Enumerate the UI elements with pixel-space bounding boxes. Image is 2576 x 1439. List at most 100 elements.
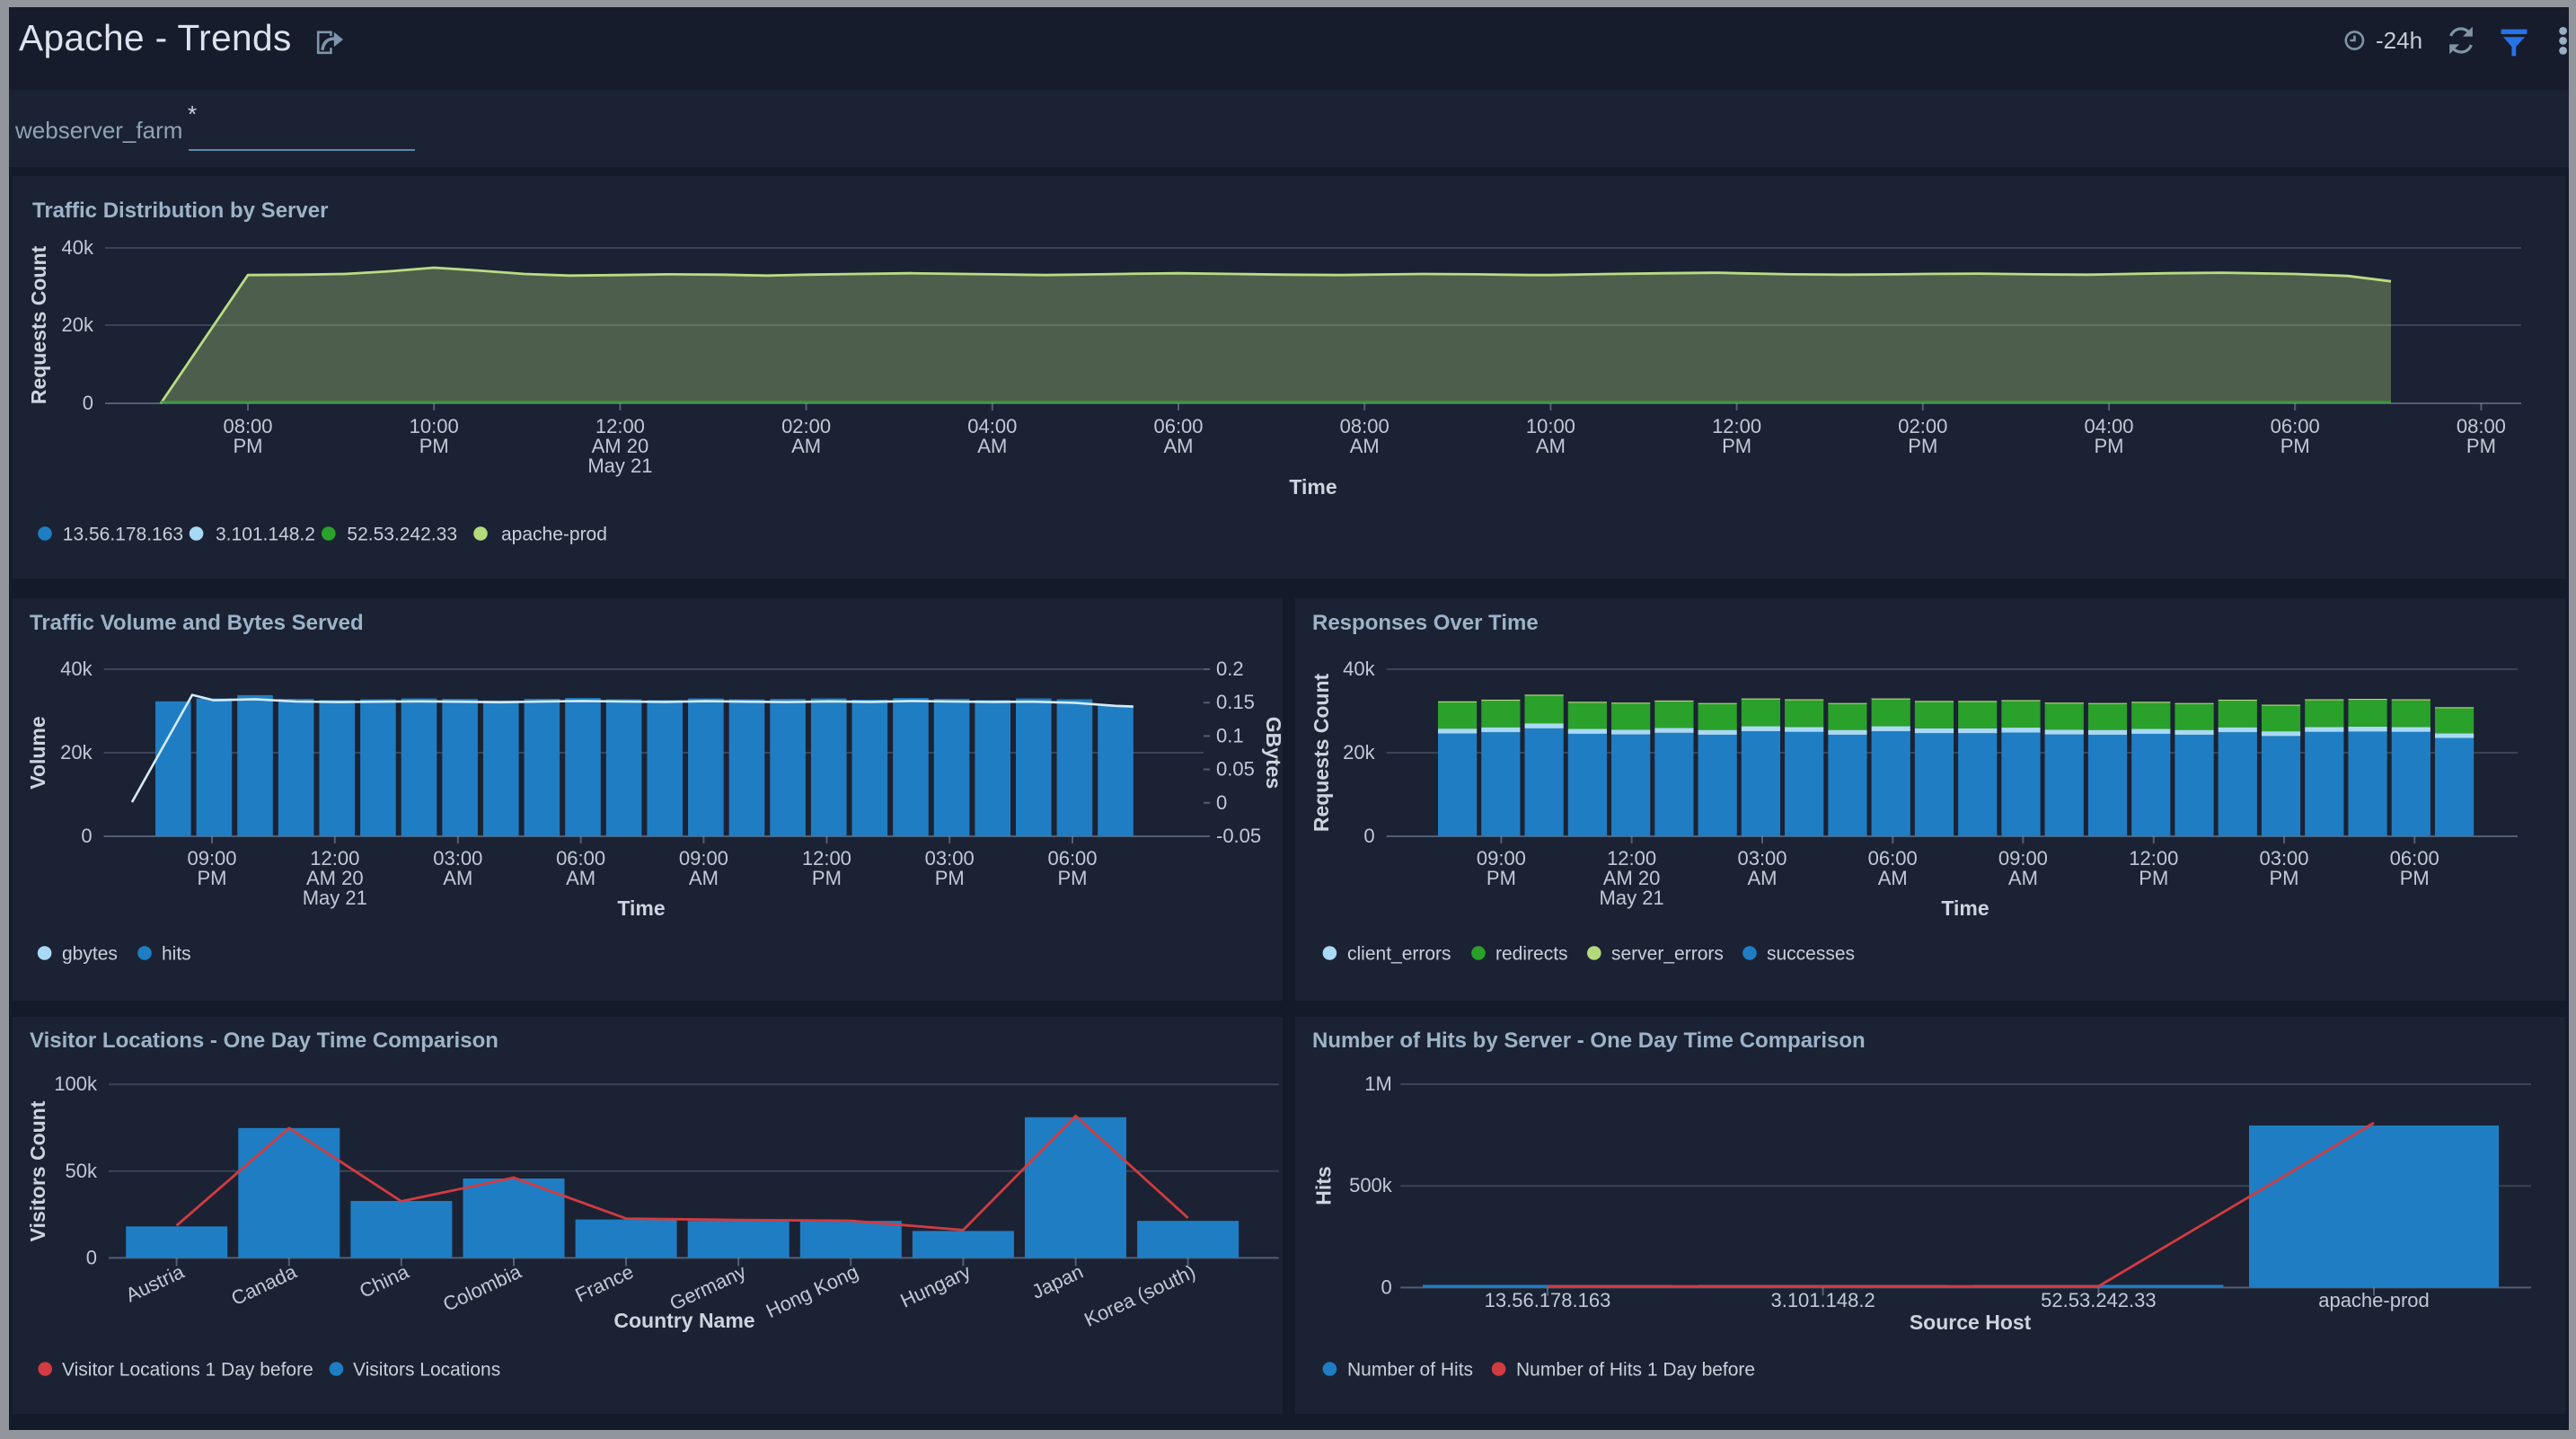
- svg-text:AM: AM: [1877, 866, 1907, 888]
- svg-text:12:00: 12:00: [1606, 846, 1655, 869]
- svg-text:AM: AM: [688, 866, 718, 888]
- svg-text:PM: PM: [2094, 435, 2123, 457]
- svg-text:0.1: 0.1: [1215, 723, 1243, 746]
- svg-text:3.101.148.2: 3.101.148.2: [215, 524, 314, 544]
- svg-text:12:00: 12:00: [2128, 846, 2177, 869]
- svg-text:08:00: 08:00: [1339, 415, 1389, 437]
- svg-text:AM: AM: [790, 435, 820, 457]
- svg-text:PM: PM: [1486, 866, 1515, 888]
- svg-text:PM: PM: [2269, 866, 2298, 888]
- svg-text:successes: successes: [1766, 942, 1854, 963]
- svg-text:PM: PM: [2399, 866, 2429, 888]
- svg-text:13.56.178.163: 13.56.178.163: [1484, 1288, 1610, 1311]
- svg-text:12:00: 12:00: [595, 415, 644, 437]
- svg-text:100k: 100k: [53, 1072, 97, 1094]
- svg-text:May 21: May 21: [1599, 886, 1663, 908]
- svg-text:Source Host: Source Host: [1909, 1310, 2031, 1333]
- svg-text:Visitor Locations 1 Day before: Visitor Locations 1 Day before: [61, 1358, 313, 1379]
- svg-text:0: 0: [80, 824, 91, 846]
- svg-text:09:00: 09:00: [186, 846, 235, 869]
- svg-text:-0.05: -0.05: [1215, 824, 1260, 846]
- svg-text:AM 20: AM 20: [1602, 866, 1660, 888]
- svg-text:Number of Hits: Number of Hits: [1346, 1358, 1472, 1379]
- svg-text:PM: PM: [233, 435, 262, 457]
- svg-text:06:00: 06:00: [1152, 415, 1202, 437]
- svg-text:PM: PM: [1057, 866, 1087, 888]
- svg-text:12:00: 12:00: [309, 846, 358, 869]
- svg-text:12:00: 12:00: [1711, 415, 1760, 437]
- svg-text:08:00: 08:00: [2456, 415, 2505, 437]
- svg-text:PM: PM: [2280, 435, 2309, 457]
- svg-text:-24h: -24h: [2376, 27, 2422, 54]
- svg-text:client_errors: client_errors: [1346, 942, 1451, 963]
- svg-text:May 21: May 21: [587, 455, 651, 477]
- svg-text:3.101.148.2: 3.101.148.2: [1769, 1288, 1874, 1311]
- svg-text:03:00: 03:00: [432, 846, 481, 869]
- svg-text:AM: AM: [976, 435, 1006, 457]
- svg-text:02:00: 02:00: [781, 415, 830, 437]
- svg-text:Number of Hits by Server - One: Number of Hits by Server - One Day Time …: [1311, 1028, 1865, 1052]
- svg-text:Number of Hits 1 Day before: Number of Hits 1 Day before: [1515, 1358, 1754, 1379]
- svg-text:AM: AM: [2007, 866, 2037, 888]
- svg-text:20k: 20k: [61, 313, 93, 336]
- svg-text:20k: 20k: [59, 740, 92, 763]
- svg-text:20k: 20k: [1342, 740, 1374, 763]
- svg-text:0: 0: [1381, 1275, 1391, 1297]
- svg-text:Requests Count: Requests Count: [26, 245, 49, 404]
- svg-text:PM: PM: [1907, 435, 1936, 457]
- svg-text:52.53.242.33: 52.53.242.33: [346, 524, 456, 544]
- svg-text:04:00: 04:00: [2083, 415, 2132, 437]
- svg-text:Time: Time: [616, 896, 664, 919]
- svg-text:50k: 50k: [65, 1159, 97, 1181]
- svg-text:Hits: Hits: [1311, 1165, 1335, 1204]
- svg-text:AM: AM: [565, 866, 595, 888]
- svg-text:1M: 1M: [1363, 1072, 1391, 1094]
- svg-text:PM: PM: [197, 866, 226, 888]
- svg-text:AM: AM: [1747, 866, 1777, 888]
- svg-text:PM: PM: [419, 435, 448, 457]
- svg-text:0.15: 0.15: [1215, 690, 1254, 712]
- svg-text:06:00: 06:00: [1867, 846, 1917, 869]
- svg-text:40k: 40k: [61, 236, 93, 259]
- svg-text:Time: Time: [1940, 896, 1988, 919]
- svg-text:Traffic Distribution by Server: Traffic Distribution by Server: [31, 199, 327, 223]
- svg-text:0: 0: [1363, 824, 1373, 846]
- svg-text:10:00: 10:00: [409, 415, 458, 437]
- svg-text:08:00: 08:00: [222, 415, 271, 437]
- svg-text:Visitor Locations - One Day Ti: Visitor Locations - One Day Time Compari…: [29, 1028, 498, 1052]
- svg-text:Country Name: Country Name: [613, 1308, 754, 1331]
- svg-text:04:00: 04:00: [966, 415, 1016, 437]
- svg-text:06:00: 06:00: [2270, 415, 2319, 437]
- svg-text:server_errors: server_errors: [1610, 942, 1723, 963]
- svg-text:40k: 40k: [59, 657, 92, 679]
- svg-text:GBytes: GBytes: [1261, 716, 1282, 789]
- svg-text:09:00: 09:00: [1476, 846, 1525, 869]
- svg-text:Visitors Locations: Visitors Locations: [352, 1358, 499, 1379]
- svg-text:PM: PM: [1721, 435, 1751, 457]
- svg-text:redirects: redirects: [1495, 942, 1567, 963]
- svg-text:52.53.242.33: 52.53.242.33: [2040, 1288, 2155, 1311]
- svg-text:apache-prod: apache-prod: [2317, 1288, 2429, 1311]
- svg-text:AM: AM: [1535, 435, 1565, 457]
- svg-text:PM: PM: [811, 866, 841, 888]
- svg-text:06:00: 06:00: [555, 846, 604, 869]
- svg-text:apache-prod: apache-prod: [500, 524, 606, 544]
- svg-text:06:00: 06:00: [2389, 846, 2439, 869]
- svg-text:Volume: Volume: [25, 715, 49, 788]
- svg-text:Requests Count: Requests Count: [1309, 672, 1332, 831]
- svg-text:500k: 500k: [1348, 1173, 1392, 1196]
- svg-text:0.05: 0.05: [1215, 757, 1254, 780]
- svg-text:03:00: 03:00: [1736, 846, 1786, 869]
- svg-text:May 21: May 21: [302, 886, 366, 908]
- svg-text:AM: AM: [1163, 435, 1193, 457]
- svg-text:PM: PM: [2138, 866, 2167, 888]
- svg-text:10:00: 10:00: [1525, 415, 1575, 437]
- svg-text:PM: PM: [934, 866, 964, 888]
- svg-text:0: 0: [1215, 790, 1226, 813]
- svg-text:AM: AM: [1349, 435, 1379, 457]
- svg-text:06:00: 06:00: [1046, 846, 1096, 869]
- svg-text:AM 20: AM 20: [305, 866, 363, 888]
- svg-text:Visitors Count: Visitors Count: [25, 1099, 49, 1240]
- svg-text:0.2: 0.2: [1215, 657, 1243, 679]
- svg-text:09:00: 09:00: [678, 846, 728, 869]
